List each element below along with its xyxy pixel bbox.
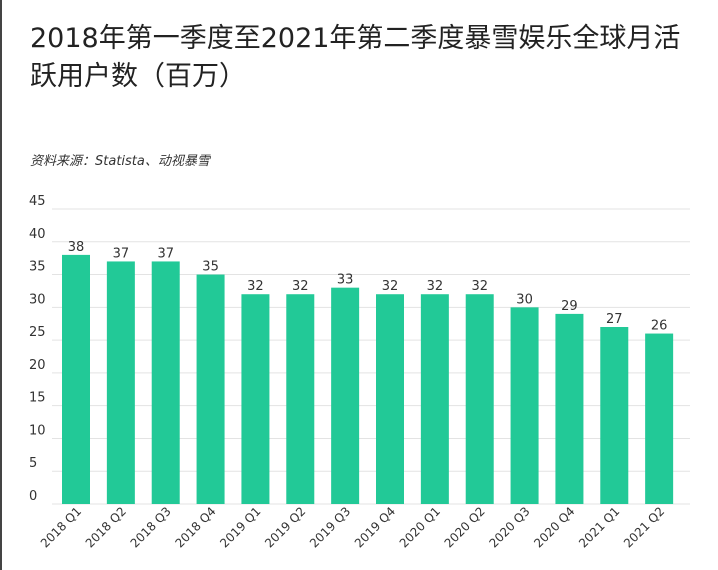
bar [600,327,629,504]
bar-value-label: 32 [382,279,399,294]
bar-value-label: 29 [561,299,578,314]
x-tick-label: 2019 Q4 [352,504,398,550]
y-tick-label: 20 [29,358,46,373]
bar [465,294,494,504]
bar-value-label: 37 [113,246,130,261]
gridlines [52,208,690,505]
bar-value-label: 30 [516,292,533,307]
y-tick-label: 35 [29,260,46,275]
bar [331,287,360,504]
data-labels: 38 37 37 35 32 32 33 32 32 32 30 29 27 26 [68,240,668,334]
x-tick-label: 2021 Q1 [576,504,622,550]
bar [106,261,135,504]
bar [241,294,270,504]
x-tick-label: 2018 Q3 [128,504,174,550]
x-tick-label: 2019 Q2 [262,504,308,550]
bar [645,333,674,504]
y-axis-tick-labels: 0 5 10 15 20 25 30 35 40 45 [29,194,46,504]
bar-value-label: 35 [202,260,219,275]
chart-title: 2018年第一季度至2021年第二季度暴雪娱乐全球月活跃用户数（百万） [30,23,681,92]
bar-value-label: 27 [606,312,623,327]
bar [196,274,225,504]
y-tick-label: 0 [29,489,37,504]
bar-value-label: 26 [651,319,668,334]
y-tick-label: 10 [29,423,46,438]
bar [555,313,584,504]
bar-value-label: 37 [157,246,174,261]
bar [376,294,404,504]
bar [420,294,449,504]
bar [510,307,539,504]
left-edge-line [0,0,2,570]
bar-value-label: 32 [247,279,264,294]
x-tick-label: 2018 Q4 [172,504,218,550]
x-tick-label: 2019 Q3 [307,504,353,550]
y-tick-label: 40 [29,227,46,242]
x-tick-label: 2020 Q4 [531,504,577,550]
y-tick-label: 30 [29,292,46,307]
bar-value-label: 32 [471,279,488,294]
y-tick-label: 45 [29,194,46,209]
y-tick-label: 25 [29,325,46,340]
bars [62,254,674,504]
x-tick-label: 2020 Q2 [442,504,488,550]
y-tick-label: 15 [29,391,46,406]
x-tick-label: 2018 Q1 [38,504,84,550]
source-note: 资料来源：Statista、动视暴雪 [30,154,210,169]
bar-value-label: 33 [337,273,354,288]
bar [286,294,315,504]
x-tick-label: 2020 Q1 [397,504,443,550]
bar [151,261,180,504]
x-tick-label: 2019 Q1 [217,504,263,550]
bar-value-label: 32 [292,279,309,294]
bar [62,254,90,504]
x-tick-label: 2020 Q3 [486,504,532,550]
bar-value-label: 38 [68,240,85,255]
x-tick-label: 2018 Q2 [83,504,129,550]
y-tick-label: 5 [29,456,37,471]
bar-value-label: 32 [427,279,444,294]
x-tick-label: 2021 Q2 [621,504,667,550]
